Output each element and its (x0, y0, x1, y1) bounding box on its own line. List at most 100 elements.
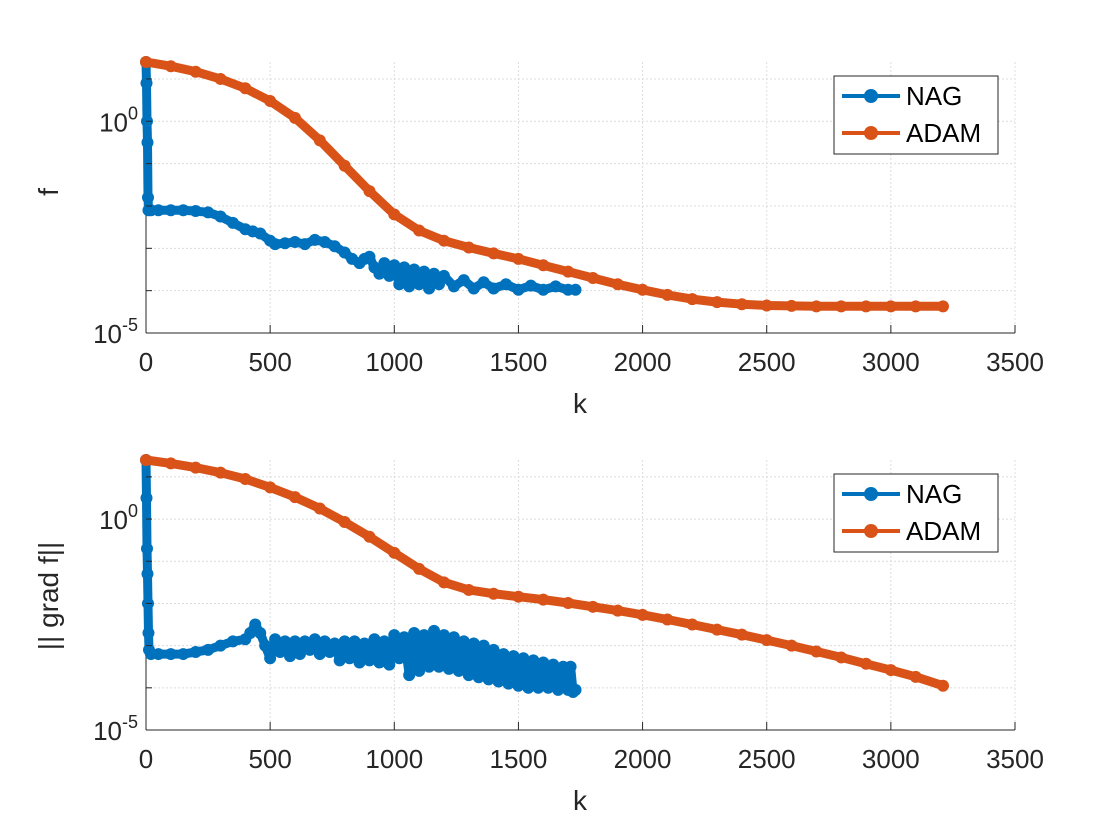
top-series-adam-point (338, 159, 351, 172)
top-series-nag-point (393, 278, 406, 291)
top-series-nag-point (403, 280, 416, 293)
top-series-nag-point (373, 267, 386, 280)
top-series-adam-point (462, 241, 475, 254)
bottom-series-adam-point (810, 645, 823, 658)
bottom-series-nag-point (308, 633, 321, 646)
bottom-series-nag-point (202, 643, 215, 656)
top-series-adam-point (140, 56, 152, 68)
bottom-series-nag-point (522, 681, 535, 694)
bottom-series-nag-point (141, 567, 154, 580)
bottom-series-nag-point (482, 673, 495, 686)
bottom-series-adam-point (164, 457, 177, 470)
top-series-adam-point (586, 271, 599, 284)
top-series-nag-point (141, 136, 154, 149)
bottom-series-adam-point (437, 576, 450, 589)
top-series-adam-point (562, 265, 575, 278)
top-x-tick-label: 500 (248, 347, 291, 377)
bottom-series-nag-point (527, 654, 540, 667)
bottom-series-nag-point (269, 633, 282, 646)
bottom-series-nag-point (388, 629, 401, 642)
top-series-adam-point (313, 134, 326, 147)
bottom-series-adam-point (537, 593, 550, 606)
bottom-series-nag-point (254, 626, 267, 639)
top-series-adam-point (936, 300, 949, 313)
bottom-series-nag-point (502, 677, 515, 690)
bottom-series-nag-point (142, 626, 155, 639)
bottom-series-nag-point (383, 658, 396, 671)
top-series-adam-point (214, 72, 227, 85)
bottom-series-adam-point (860, 657, 873, 670)
bottom-series-nag-point (532, 681, 545, 694)
bottom-series-nag-point (408, 626, 421, 639)
bottom-series-adam-point (711, 623, 724, 636)
top-series-adam-point (611, 278, 624, 291)
bottom-series-nag-point (462, 669, 475, 682)
bottom-series-adam-point (239, 472, 252, 485)
top-x-tick-label: 1000 (365, 347, 423, 377)
top-series-nag-point (524, 279, 537, 292)
top-series-adam-point (735, 298, 748, 311)
bottom-series-nag-point (152, 648, 165, 661)
top-series-nag-point (318, 235, 331, 248)
top-series-nag-point (378, 257, 391, 270)
bottom-ticks: 0 500 1000 1500 2000 2500 3000 3500 100 10-5 (93, 476, 1044, 774)
bottom-legend-nag-label: NAG (906, 479, 962, 509)
top-series-adam-point (636, 283, 649, 296)
top-series-nag-point (254, 227, 267, 240)
bottom-series-nag-point (547, 658, 560, 671)
top-y-tick-label: 10-5 (93, 315, 138, 349)
top-series-nag-point (177, 204, 190, 217)
bottom-series-nag-point (497, 648, 510, 661)
bottom-series-nag-point (452, 664, 465, 677)
top-series-adam-point (512, 252, 525, 265)
top-series-nag-point (269, 238, 282, 251)
top-ticks: 0 500 1000 1500 2000 2500 3000 3500 100 10-5 (93, 78, 1044, 377)
bottom-series-nag-point (393, 652, 406, 665)
top-series-nag-point (549, 280, 562, 293)
bottom-series-adam-point (264, 481, 277, 494)
top-series-nag-point (152, 204, 165, 217)
bottom-series-nag-point (348, 635, 361, 648)
bottom-series-adam-point (363, 530, 376, 543)
top-series-nag-point (512, 283, 525, 296)
top-series-adam-point (884, 300, 897, 313)
bottom-series-adam-point (313, 502, 326, 515)
bottom-series-nag-point (338, 635, 351, 648)
bottom-series-nag-point (140, 491, 153, 504)
top-x-tick-label: 2500 (738, 347, 796, 377)
bottom-series-nag-point (457, 635, 470, 648)
bottom-series-adam-point (288, 491, 301, 504)
bottom-series-nag-point (353, 656, 366, 669)
bottom-x-tick-label: 1000 (365, 744, 423, 774)
bottom-series-adam-point (686, 618, 699, 631)
top-series-nag-point (428, 267, 441, 280)
bottom-x-tick-label: 1500 (490, 744, 548, 774)
bottom-series-nag-point (564, 660, 577, 673)
bottom-series-nag-point (507, 650, 520, 663)
bottom-series-nag-point (442, 662, 455, 675)
bottom-series-nag-point (313, 648, 326, 661)
top-series-adam-point (363, 185, 376, 198)
top-series-adam-point (413, 224, 426, 237)
top-x-tick-label: 1500 (490, 347, 548, 377)
bottom-series-nag-point (333, 654, 346, 667)
bottom-series-adam-point (214, 466, 227, 479)
top-series-nag-point (202, 206, 215, 219)
top-series-nag-point (363, 250, 376, 263)
top-series-nag-point (308, 233, 321, 246)
bottom-series-nag-point (303, 643, 316, 656)
bottom-series-adam-point (462, 583, 475, 596)
bottom-series-nag-point (552, 683, 565, 696)
bottom-series-adam-point (487, 587, 500, 600)
bottom-x-tick-label: 2500 (738, 744, 796, 774)
bottom-series-nag-point (284, 650, 297, 663)
bottom-series-nag-point (140, 542, 153, 555)
bottom-series-adam-point (413, 562, 426, 575)
top-series-adam-point (264, 94, 277, 107)
bottom-series-adam-point (909, 670, 922, 683)
top-series-nag-point (140, 77, 153, 90)
top-series-nag-point (388, 259, 401, 272)
top-series-nag-point (141, 191, 154, 204)
bottom-series-adam-point (189, 461, 202, 474)
top-series-nag-point (467, 282, 480, 295)
